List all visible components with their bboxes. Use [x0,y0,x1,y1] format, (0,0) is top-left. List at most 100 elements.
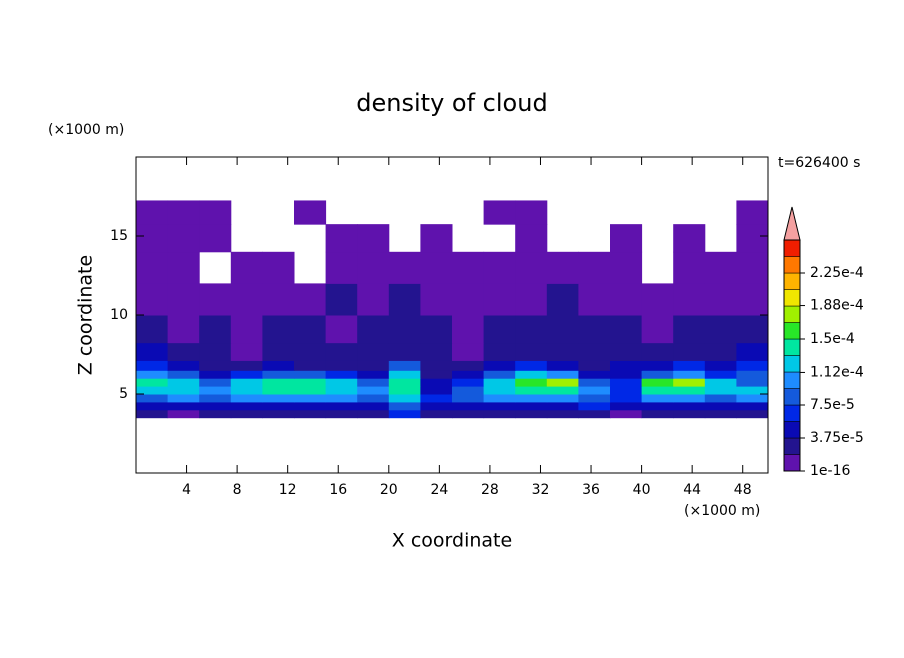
contour-cell [673,224,706,253]
contour-cell [515,409,548,419]
colorbar-band [783,371,801,389]
contour-cell [230,409,263,419]
contour-cell [578,394,611,403]
contour-cell [357,283,390,316]
contour-cell [357,386,390,395]
contour-cell [641,401,674,411]
contour-cell [736,401,769,411]
contour-cell [610,283,643,316]
contour-cell [546,394,579,403]
contour-cell [262,370,295,379]
contour-cell [736,394,769,403]
contour-cell [230,378,263,387]
contour-cell [736,251,769,284]
contour-cell [230,394,263,403]
contour-cell [578,370,611,379]
contour-cell [294,200,327,225]
contour-cell [515,370,548,379]
contour-cell [420,401,453,411]
contour-cell [546,386,579,395]
x-axis-label: X coordinate [392,530,512,552]
contour-cell [199,200,232,225]
contour-cell [673,315,706,344]
contour-cell [167,315,200,344]
contour-cell [167,370,200,379]
contour-cell [641,409,674,419]
contour-cell [483,386,516,395]
contour-cell [325,386,358,395]
contour-cell [673,394,706,403]
contour-cell [578,342,611,361]
contour-cell [704,370,737,379]
contour-cell [357,342,390,361]
contour-cell [262,342,295,361]
colorbar-band [783,256,801,274]
contour-cell [136,370,169,379]
y-tick-label: 10 [110,307,128,323]
contour-cell [641,394,674,403]
contour-cell [704,386,737,395]
contour-cell [452,315,485,344]
x-tick-label: 24 [430,482,448,498]
contour-cell [736,224,769,253]
contour-cell [483,401,516,411]
contour-cell [230,401,263,411]
x-unit: (×1000 m) [684,503,760,519]
contour-cell [452,342,485,361]
contour-cell [673,370,706,379]
contour-cell [388,386,421,395]
contour-cell [388,283,421,316]
contour-cell [736,386,769,395]
contour-cell [641,370,674,379]
x-tick-label: 8 [233,482,242,498]
contour-cell [578,378,611,387]
contour-cell [610,378,643,387]
contour-cell [483,315,516,344]
contour-cell [294,283,327,316]
contour-cell [546,342,579,361]
contour-cell [199,360,232,371]
contour-cell [262,315,295,344]
contour-cell [610,342,643,361]
contour-cell [546,251,579,284]
contour-cell [420,378,453,387]
contour-cell [167,283,200,316]
y-tick-label: 5 [119,386,128,402]
contour-cell [136,409,169,419]
contour-cell [388,401,421,411]
x-tick-label: 36 [582,482,600,498]
contour-cell [483,409,516,419]
colorbar-band [783,388,801,406]
contour-cell [452,378,485,387]
colorbar-tick-label: 1e-16 [810,463,850,479]
contour-cell [610,394,643,403]
contour-cell [294,401,327,411]
contour-cell [230,315,263,344]
contour-cell [388,315,421,344]
contour-cell [578,251,611,284]
contour-cell [136,342,169,361]
colorbar-band [783,421,801,439]
colorbar-tick-label: 1.5e-4 [810,331,855,347]
contour-cell [483,378,516,387]
contour-cell [515,342,548,361]
contour-cell [262,394,295,403]
contour-cell [230,251,263,284]
contour-cell [515,386,548,395]
contour-cell [388,251,421,284]
colorbar-band [783,322,801,340]
contour-cell [546,401,579,411]
contour-cell [673,386,706,395]
contour-cell [420,315,453,344]
contour-cell [167,386,200,395]
colorbar-tick-label: 7.5e-5 [810,397,855,413]
contour-cell [673,283,706,316]
contour-cell [704,378,737,387]
contour-cell [641,360,674,371]
contour-cell [546,370,579,379]
contour-cell [230,386,263,395]
contour-cell [578,386,611,395]
contour-cell [199,401,232,411]
contour-cell [610,251,643,284]
